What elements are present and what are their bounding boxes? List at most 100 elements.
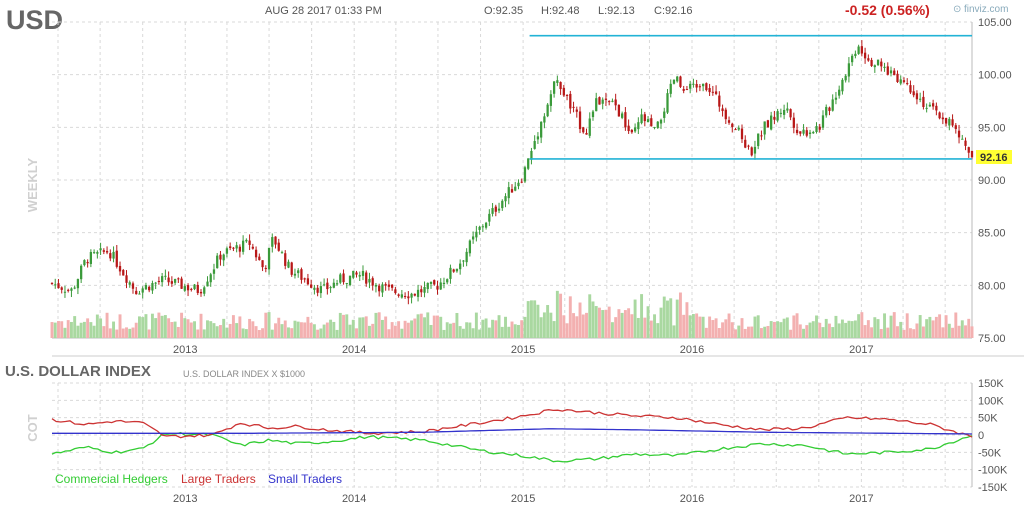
candle-body [640,114,643,124]
volume-bar [134,322,138,338]
price-tick-label: 100.00 [978,70,1012,82]
volume-bar [180,312,184,338]
source-watermark[interactable]: ⊙ finviz.com [953,4,1008,15]
volume-bar [698,316,702,338]
volume-bar [691,314,695,338]
candle-body [313,287,316,290]
volume-bar [523,316,527,338]
candle-body [931,103,935,107]
candle-body [154,282,157,284]
candle-body [371,278,374,286]
candle-body [109,253,112,259]
volume-bar [316,329,320,338]
volume-bar [908,328,912,338]
volume-bar [598,307,601,338]
candle-body [164,275,167,277]
candle-body [63,291,67,293]
cot-tick-label: -150K [978,482,1008,494]
volume-bar [144,314,148,338]
volume-bar [150,313,154,338]
candle-body [193,284,196,290]
candle-body [83,260,86,266]
candle-body [825,106,828,116]
candle-body [604,98,608,100]
candle-body [125,275,128,283]
candle-body [776,111,779,121]
candle-body [173,279,177,283]
volume-bar [675,299,679,338]
candle-body [384,284,387,286]
volume-bar [824,318,828,338]
candle-body [280,252,284,254]
volume-bar [384,316,388,338]
candle-body [951,119,954,126]
volume-bar [231,315,235,338]
candle-body [287,261,290,268]
volume-bar [883,313,886,338]
candle-body [753,146,757,154]
volume-bar [102,326,106,338]
volume-bar [815,315,818,338]
candle-body [232,247,235,249]
candle-body [766,120,770,128]
volume-bar [708,316,712,338]
volume-bar [912,329,916,338]
candle-body [102,250,105,252]
cot-tick-label: -50K [978,447,1002,459]
volume-bar [529,300,533,338]
candle-body [465,251,468,263]
source-label: finviz.com [964,4,1008,15]
price-tick-label: 105.00 [978,17,1012,29]
cot-tick-label: 50K [978,413,998,425]
volume-bar [50,322,54,338]
candle-body [475,231,478,238]
candle-body [471,236,475,240]
volume-bar [678,292,682,338]
volume-bar [840,319,844,338]
volume-bar [209,321,213,338]
candle-body [685,89,689,91]
volume-bar [782,318,786,338]
candle-body [795,129,799,134]
candle-body [339,274,342,283]
volume-bar [873,317,877,338]
volume-bar [892,312,896,338]
volume-bar [520,320,524,338]
candle-body [446,279,449,283]
cot-title: U.S. DOLLAR INDEX [5,363,151,380]
volume-bar [828,323,831,338]
volume-bar [500,326,504,338]
cot-tick-label: -100K [978,465,1008,477]
volume-bar [724,319,728,338]
ticker-symbol: USD [6,5,63,35]
candle-body [203,287,206,294]
volume-bar [154,318,158,338]
candle-body [442,282,446,285]
candle-body [870,59,873,66]
volume-bar [448,323,452,338]
volume-bar [439,316,443,338]
candle-body [335,283,339,285]
volume-bar [397,321,401,338]
candle-body [199,291,203,294]
candle-body [70,288,73,291]
candle-body [523,167,527,182]
volume-bar [536,304,540,338]
candle-body [782,109,786,115]
candle-body [656,121,659,128]
volume-bar [228,323,232,338]
candle-body [533,141,536,149]
volume-bar [847,320,851,338]
candle-body [190,288,193,290]
candle-body [893,70,896,76]
volume-bar [562,315,566,338]
candle-body [608,101,611,103]
candle-body [76,279,80,289]
candle-body [844,75,847,81]
price-x-tick-label: 2016 [680,344,704,356]
candle-body [131,283,135,289]
candle-body [925,107,928,109]
cot-x-tick-label: 2016 [680,493,704,505]
volume-bar [199,313,203,338]
volume-bar [905,313,909,338]
